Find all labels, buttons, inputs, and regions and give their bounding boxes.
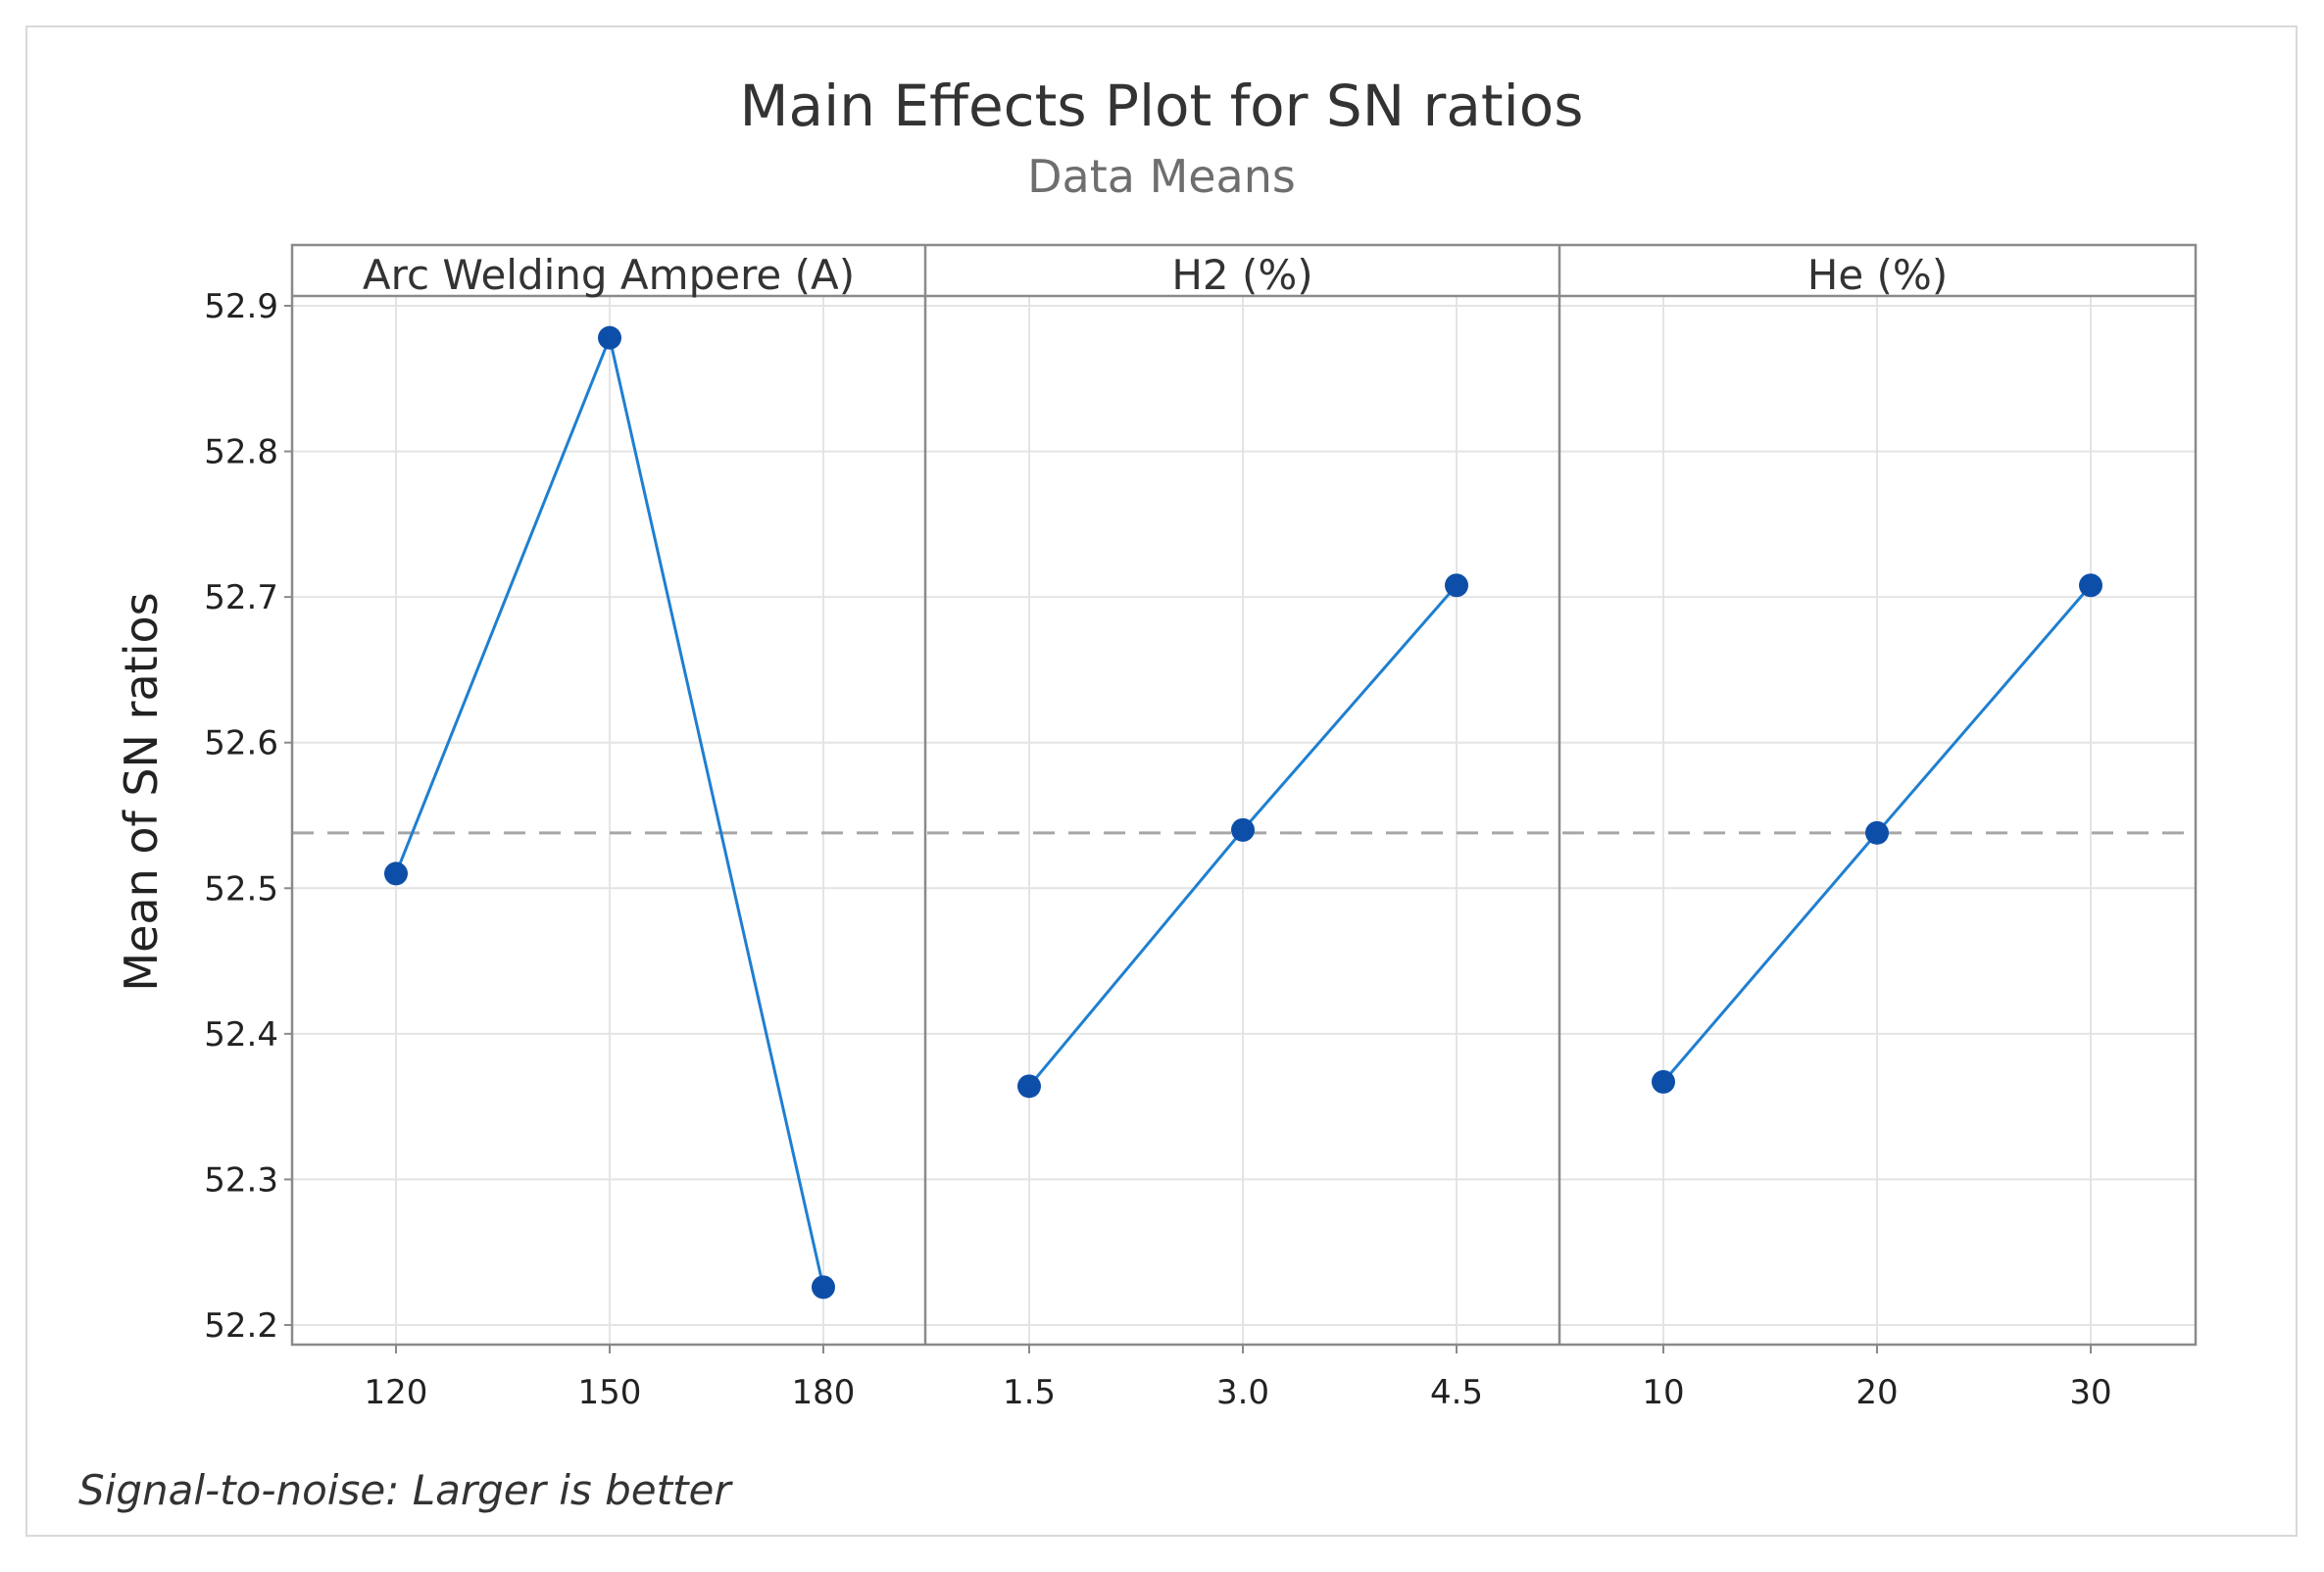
y-tick-label: 52.8: [204, 433, 278, 472]
data-point: [1445, 573, 1468, 598]
x-tick-label: 4.5: [1430, 1373, 1483, 1412]
plot-area: 52.2 52.3 52.4 52.5 52.6 52.7 52.8 52.9 120 150 18…: [204, 243, 2198, 1412]
x-tick-label: 30: [2069, 1373, 2111, 1412]
data-point: [2079, 573, 2102, 598]
y-tick-label: 52.6: [204, 724, 278, 763]
y-axis-label: Mean of SN ratios: [115, 592, 168, 991]
data-point: [1865, 820, 1889, 845]
x-tick-label: 1.5: [1003, 1373, 1056, 1412]
chart-title: Main Effects Plot for SN ratios: [740, 73, 1584, 139]
y-tick-label: 52.7: [204, 578, 278, 617]
x-tick-label: 150: [578, 1373, 642, 1412]
data-point: [1652, 1069, 1675, 1094]
x-tick-label: 10: [1642, 1373, 1684, 1412]
y-tick-label: 52.5: [204, 869, 278, 909]
y-tick-label: 52.2: [204, 1306, 278, 1346]
x-tick-label: 180: [792, 1373, 856, 1412]
y-tick-label: 52.4: [204, 1015, 278, 1055]
chart-frame: [25, 25, 2298, 1537]
x-tick-label: 120: [365, 1373, 428, 1412]
chart-subtitle: Data Means: [1027, 150, 1296, 203]
x-tick-label: 20: [1855, 1373, 1898, 1412]
plot-frame: [290, 243, 2198, 1347]
y-tick-label: 52.9: [204, 287, 278, 326]
data-point: [384, 861, 408, 886]
x-tick-label: 3.0: [1216, 1373, 1269, 1412]
data-point: [1017, 1074, 1041, 1099]
footnote: Signal-to-noise: Larger is better: [78, 1466, 733, 1514]
panel-header-label: H2 (%): [1171, 251, 1312, 299]
panel-header-label: He (%): [1807, 251, 1948, 299]
data-point: [812, 1275, 835, 1300]
panel-header-label: Arc Welding Ampere (A): [363, 251, 855, 299]
data-point: [1231, 817, 1255, 842]
y-tick-label: 52.3: [204, 1160, 278, 1200]
data-point: [598, 325, 621, 350]
